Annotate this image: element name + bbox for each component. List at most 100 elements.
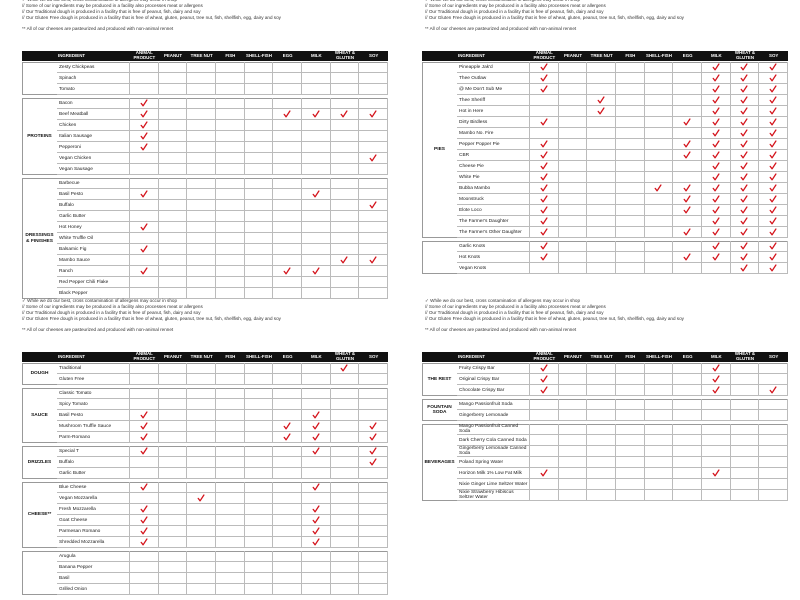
check-cell <box>644 139 674 150</box>
check-cell <box>587 150 616 161</box>
note: // Our Traditional dough is produced in … <box>22 9 201 14</box>
check-mark <box>140 190 148 198</box>
check-cell <box>158 73 188 84</box>
check-cell <box>302 432 331 443</box>
ingredient-name: @ Me Don't Sub Me <box>457 84 530 95</box>
group-label: SAUCE <box>31 412 48 418</box>
check-cell <box>130 363 159 374</box>
column-header: WHEAT & GLUTEN <box>330 352 360 362</box>
check-cell <box>673 161 702 172</box>
column-header: TREE NUT <box>587 51 616 61</box>
check-icon <box>769 253 777 261</box>
check-cell <box>759 106 788 117</box>
check-icon <box>312 516 320 524</box>
check-cell <box>359 233 388 244</box>
check-cell <box>730 84 760 95</box>
check-mark <box>540 195 548 203</box>
check-cell <box>644 424 674 435</box>
check-cell <box>530 263 559 274</box>
check-cell <box>273 200 302 211</box>
check-cell <box>558 446 588 457</box>
check-cell <box>616 241 645 252</box>
check-cell <box>330 410 360 421</box>
check-cell <box>730 399 760 410</box>
check-cell <box>616 161 645 172</box>
check-cell <box>273 153 302 164</box>
check-cell <box>273 573 302 584</box>
check-cell <box>587 435 616 446</box>
check-cell <box>359 432 388 443</box>
check-cell <box>530 457 559 468</box>
check-mark <box>341 110 349 118</box>
check-cell <box>244 374 274 385</box>
check-cell <box>330 399 360 410</box>
check-cell <box>702 183 731 194</box>
check-cell <box>302 288 331 299</box>
check-icon <box>655 184 663 192</box>
check-cell <box>273 374 302 385</box>
check-icon <box>741 206 749 214</box>
check-cell <box>702 468 731 479</box>
check-cell <box>273 277 302 288</box>
check-cell <box>530 410 559 421</box>
check-cell <box>644 172 674 183</box>
check-cell <box>644 241 674 252</box>
check-cell <box>673 479 702 490</box>
note: // Our Gluten Free dough is produced in … <box>425 15 684 20</box>
check-cell <box>244 131 274 142</box>
check-icon <box>741 217 749 225</box>
check-cell <box>273 84 302 95</box>
check-cell <box>187 482 216 493</box>
check-icon <box>712 217 720 225</box>
check-cell <box>616 84 645 95</box>
check-cell <box>530 172 559 183</box>
check-cell <box>273 399 302 410</box>
column-header: WHEAT & GLUTEN <box>730 51 760 61</box>
check-mark <box>712 96 720 104</box>
column-header: MILK <box>302 352 331 362</box>
note: // Some of our ingredients may be produc… <box>425 304 606 309</box>
check-icon <box>712 151 720 159</box>
check-cell <box>130 131 159 142</box>
check-cell <box>359 266 388 277</box>
check-cell <box>359 584 388 595</box>
check-cell <box>158 109 188 120</box>
check-cell <box>558 106 588 117</box>
check-cell <box>187 374 216 385</box>
check-icon <box>140 245 148 253</box>
check-cell <box>130 584 159 595</box>
check-cell <box>730 374 760 385</box>
check-cell <box>673 399 702 410</box>
check-mark <box>369 256 377 264</box>
check-cell <box>244 584 274 595</box>
check-cell <box>130 526 159 537</box>
check-mark <box>769 96 777 104</box>
check-cell <box>644 95 674 106</box>
header-cell <box>22 352 57 362</box>
check-cell <box>187 131 216 142</box>
check-cell <box>702 479 731 490</box>
check-cell <box>759 227 788 238</box>
check-cell <box>558 117 588 128</box>
check-icon <box>741 63 749 71</box>
column-header: INGREDIENT <box>57 51 130 61</box>
check-cell <box>273 222 302 233</box>
check-cell <box>558 399 588 410</box>
check-mark <box>140 132 148 140</box>
check-cell <box>244 504 274 515</box>
check-cell <box>158 266 188 277</box>
check-mark <box>140 527 148 535</box>
check-icon <box>140 132 148 140</box>
check-cell <box>558 263 588 274</box>
check-cell <box>302 233 331 244</box>
check-icon <box>369 110 377 118</box>
check-cell <box>759 363 788 374</box>
check-cell <box>616 457 645 468</box>
check-mark <box>540 253 548 261</box>
check-mark <box>741 195 749 203</box>
check-cell <box>359 399 388 410</box>
check-cell <box>130 164 159 175</box>
check-cell <box>616 117 645 128</box>
check-cell <box>273 189 302 200</box>
check-cell <box>302 493 331 504</box>
